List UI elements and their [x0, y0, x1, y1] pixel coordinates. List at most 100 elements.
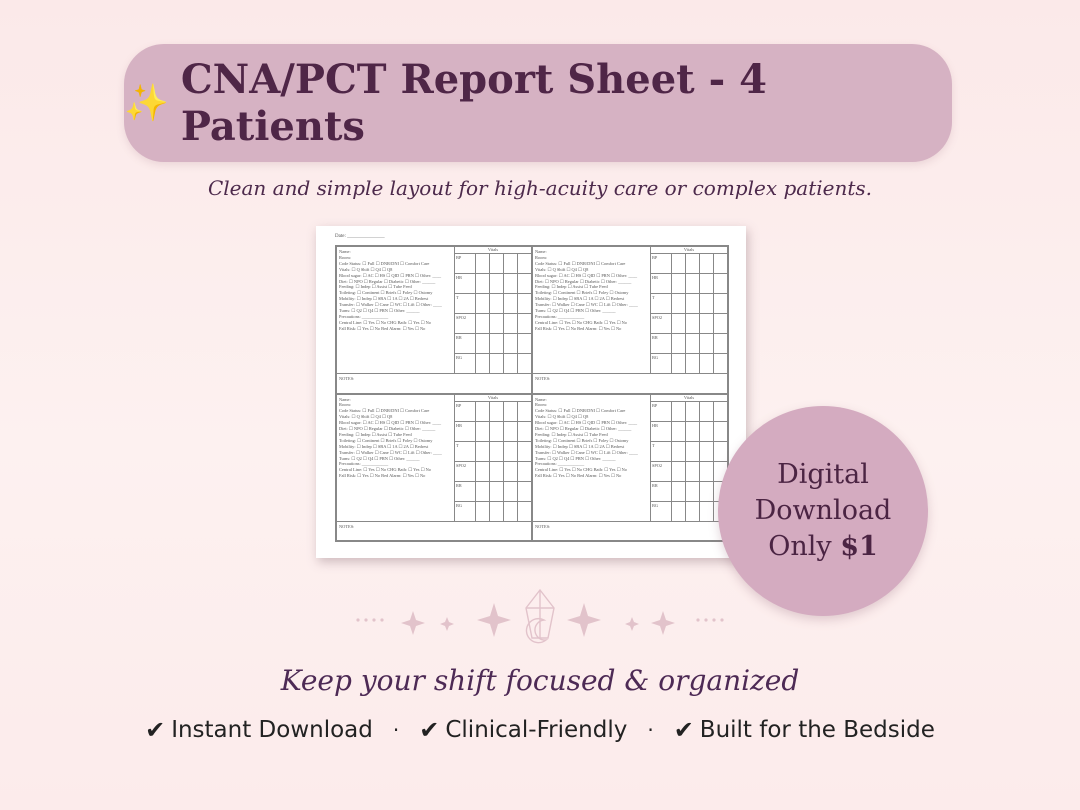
info-line: Code Status: ☐ Full ☐ DNR/DNI ☐ Comfort …: [535, 260, 626, 266]
subtitle: Clean and simple layout for high-acuity …: [207, 176, 873, 200]
vitals-entry-box: [518, 422, 531, 441]
title-banner: ✨ CNA/PCT Report Sheet - 4 Patients: [124, 44, 952, 162]
report-sheet-preview: Date: _______________ Name: Room: Code Sta…: [316, 226, 746, 558]
info-line: Room:: [339, 402, 351, 408]
vitals-entry-box: [714, 442, 727, 461]
vitals-label: T: [455, 441, 476, 461]
vitals-row: HR: [455, 421, 531, 442]
info-line: Precautions: ____________: [535, 461, 585, 467]
info-line: Toileting: ☐ Continent ☐ Briefs ☐ Foley …: [535, 437, 629, 443]
feature-label: Clinical-Friendly: [445, 717, 628, 743]
patient-info: Name: Room: Code Status: ☐ Full ☐ DNR/DNI …: [533, 247, 650, 373]
vitals-entry-box: [518, 502, 531, 521]
vitals-entry-box: [672, 334, 686, 353]
vitals-label: SPO2: [455, 314, 476, 333]
vitals-entry-box: [518, 274, 531, 293]
patient-info: Name: Room: Code Status: ☐ Full ☐ DNR/DNI …: [337, 247, 454, 373]
info-line: Transfer: ☐ Walker ☐ Cane ☐ WC ☐ Lift ☐ …: [339, 302, 442, 308]
info-line: Central Line: ☐ Yes ☐ No CHG Bath: ☐ Yes…: [339, 319, 431, 325]
vitals-entry-box: [686, 294, 700, 313]
check-icon: ✔: [419, 716, 440, 744]
vitals-entry-box: [490, 334, 504, 353]
vitals-entry-box: [700, 354, 714, 373]
info-line: Feeding: ☐ Indep ☐ Assist ☐ Tube Feed: [339, 284, 412, 290]
page-title: CNA/PCT Report Sheet - 4 Patients: [180, 56, 767, 150]
vitals-entry-box: [476, 501, 490, 521]
vitals-entry-box: [504, 441, 518, 461]
price-badge: Digital Download Only $1: [718, 406, 928, 616]
patient-block: Name: Room: Code Status: ☐ Full ☐ DNR/DNI …: [532, 393, 728, 541]
vitals-entry-box: [490, 354, 504, 373]
vitals-label: BP: [651, 254, 672, 273]
vitals-row: T: [651, 294, 727, 314]
vitals-entry-box: [490, 501, 504, 521]
vitals-row: RR: [455, 481, 531, 502]
vitals-entry-box: [490, 254, 504, 273]
vitals-entry-box: [490, 314, 504, 333]
feature-label: Instant Download: [171, 717, 373, 743]
vitals-entry-box: [504, 274, 518, 293]
vitals-label: HR: [651, 421, 672, 441]
badge-line-3: Only $1: [768, 529, 878, 565]
vitals-entry-box: [504, 334, 518, 353]
info-line: Precautions: ____________: [535, 313, 585, 319]
info-line: Code Status: ☐ Full ☐ DNR/DNI ☐ Comfort …: [535, 408, 626, 414]
info-line: Room:: [535, 254, 547, 260]
info-line: Transfer: ☐ Walker ☐ Cane ☐ WC ☐ Lift ☐ …: [339, 449, 442, 455]
vitals-label: T: [651, 441, 672, 461]
vitals-entry-box: [714, 402, 727, 421]
vitals-entry-box: [504, 401, 518, 421]
patient-info: Name: Room: Code Status: ☐ Full ☐ DNR/DNI …: [533, 395, 650, 521]
feature-list: ✔ Instant Download · ✔ Clinical-Friendly…: [0, 716, 1080, 744]
info-line: Fall Risk: ☐ Yes ☐ No Bed Alarm: ☐ Yes ☐…: [339, 325, 426, 331]
info-line: Toileting: ☐ Continent ☐ Briefs ☐ Foley …: [339, 290, 433, 296]
vitals-entry-box: [686, 421, 700, 441]
patient-block: Name: Room: Code Status: ☐ Full ☐ DNR/DNI …: [336, 393, 532, 541]
vitals-label: SPO2: [651, 461, 672, 481]
vitals-entry-box: [700, 481, 714, 501]
vitals-label: SPO2: [651, 314, 672, 333]
vitals-table: Vitals BP HR T SPO2 RR BG: [650, 247, 727, 373]
vitals-entry-box: [686, 481, 700, 501]
feature-item: ✔ Built for the Bedside: [674, 716, 935, 744]
info-line: Code Status: ☐ Full ☐ DNR/DNI ☐ Comfort …: [339, 408, 430, 414]
vitals-row: HR: [651, 421, 727, 442]
vitals-entry-box: [700, 274, 714, 293]
vitals-entry-box: [672, 481, 686, 501]
info-line: Name:: [339, 249, 351, 254]
info-line: Name:: [535, 396, 547, 402]
vitals-entry-box: [518, 314, 531, 333]
vitals-entry-box: [700, 254, 714, 273]
vitals-entry-box: [672, 294, 686, 313]
vitals-entry-box: [504, 354, 518, 373]
info-line: Mobility: ☐ Indep ☐ SBA ☐ 1A ☐ 2A ☐ Bedr…: [535, 296, 625, 302]
vitals-row: T: [651, 441, 727, 462]
info-line: Blood sugar: ☐ AC ☐ HS ☐ QID ☐ PRN ☐ Oth…: [339, 420, 442, 426]
notes-area: NOTES:: [535, 376, 551, 381]
feature-item: ✔ Clinical-Friendly: [419, 716, 627, 744]
vitals-row: RR: [651, 334, 727, 354]
info-line: Fall Risk: ☐ Yes ☐ No Bed Alarm: ☐ Yes ☐…: [535, 473, 622, 479]
vitals-entry-box: [686, 314, 700, 333]
vitals-entry-box: [686, 254, 700, 273]
info-line: Turns: ☐ Q2 ☐ Q4 ☐ PRN ☐ Other: ______: [339, 455, 420, 461]
separator-dot: ·: [647, 718, 654, 742]
vitals-entry-box: [700, 334, 714, 353]
info-line: Mobility: ☐ Indep ☐ SBA ☐ 1A ☐ 2A ☐ Bedr…: [339, 443, 429, 449]
vitals-row: BG: [651, 354, 727, 373]
vitals-row: SPO2: [651, 461, 727, 482]
vitals-header: Vitals: [455, 247, 531, 254]
info-line: Central Line: ☐ Yes ☐ No CHG Bath: ☐ Yes…: [535, 319, 627, 325]
vitals-label: BG: [455, 354, 476, 373]
info-line: Central Line: ☐ Yes ☐ No CHG Bath: ☐ Yes…: [535, 467, 627, 473]
info-line: Diet: ☐ NPO ☐ Regular ☐ Diabetic ☐ Other…: [339, 278, 436, 284]
vitals-row: SPO2: [455, 461, 531, 482]
vitals-entry-box: [714, 314, 727, 333]
vitals-row: BG: [455, 501, 531, 521]
info-line: Diet: ☐ NPO ☐ Regular ☐ Diabetic ☐ Other…: [535, 278, 632, 284]
vitals-entry-box: [686, 461, 700, 481]
vitals-entry-box: [476, 401, 490, 421]
vitals-label: T: [651, 294, 672, 313]
vitals-entry-box: [714, 274, 727, 293]
info-line: Fall Risk: ☐ Yes ☐ No Bed Alarm: ☐ Yes ☐…: [535, 325, 622, 331]
